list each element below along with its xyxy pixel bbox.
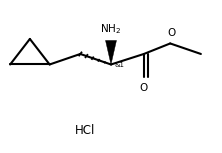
Text: O: O xyxy=(140,82,148,93)
Text: O: O xyxy=(167,28,175,38)
Text: &1: &1 xyxy=(114,62,124,68)
Text: NH$_2$: NH$_2$ xyxy=(100,22,122,36)
Text: HCl: HCl xyxy=(75,124,95,137)
Polygon shape xyxy=(105,40,117,64)
